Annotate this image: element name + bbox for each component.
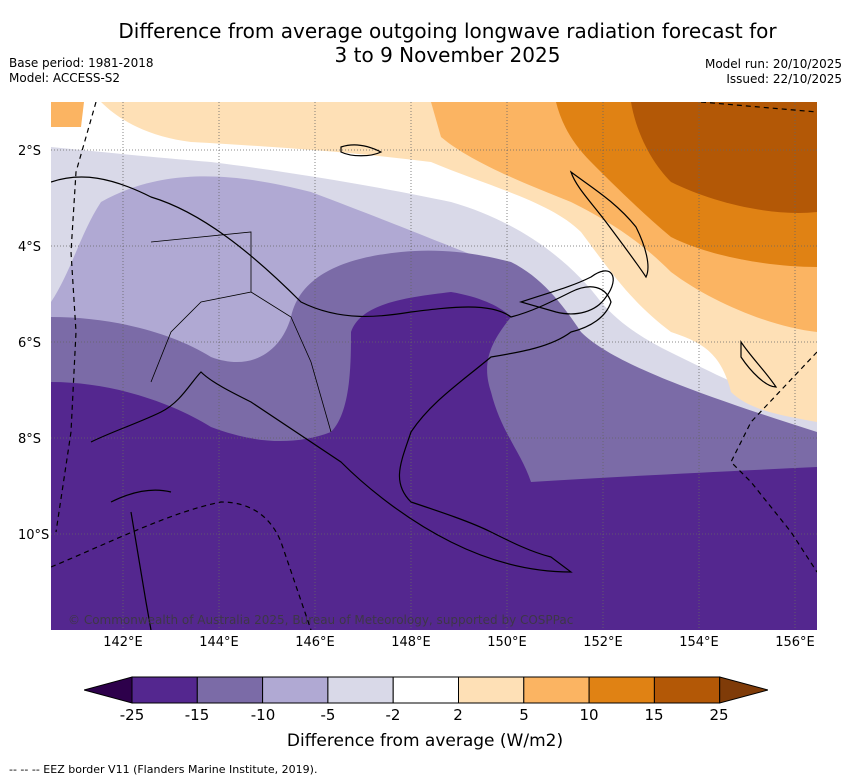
colorbar-extend-high [719, 676, 768, 704]
lon-label: 148°E [391, 635, 431, 650]
new-ireland-coast [569, 170, 649, 279]
band-neg25-neg15 [51, 292, 817, 630]
colorbar-tick: 5 [519, 706, 529, 724]
colorbar-segment [653, 676, 721, 704]
colorbar-segment [523, 676, 590, 704]
map-title: Difference from average outgoing longwav… [95, 19, 800, 67]
colorbar-segment [588, 676, 655, 704]
meta-right: Model run: 20/10/2025 Issued: 22/10/2025 [705, 57, 842, 87]
colorbar-tick: -2 [385, 706, 401, 724]
lon-label: 144°E [199, 635, 239, 650]
colorbar [84, 676, 768, 704]
title-line-2: 3 to 9 November 2025 [334, 43, 561, 67]
province-borders [150, 231, 332, 433]
lon-label: 146°E [295, 635, 335, 650]
issued-date: Issued: 22/10/2025 [726, 72, 842, 86]
eez-footnote: -- -- -- EEZ border V11 (Flanders Marine… [9, 763, 318, 776]
colorbar-tick: -15 [184, 706, 210, 724]
colorbar-extend-low [84, 676, 133, 704]
lon-label: 152°E [583, 635, 623, 650]
lat-label: 4°S [18, 240, 42, 255]
colorbar-tick: 25 [709, 706, 729, 724]
colorbar-title: Difference from average (W/m2) [286, 731, 564, 751]
new-guinea-coast [51, 176, 612, 573]
bougainville-coast [740, 340, 778, 388]
colorbar-tick: -5 [320, 706, 336, 724]
band-5-10-west [51, 102, 84, 127]
lon-label: 156°E [775, 635, 815, 650]
colorbar-segment [458, 676, 525, 704]
colorbar-segment [262, 676, 329, 704]
admiralty-islands [340, 144, 383, 157]
colorbar-tick: -10 [250, 706, 276, 724]
colorbar-segment [392, 676, 460, 704]
title-line-1: Difference from average outgoing longwav… [118, 19, 777, 43]
cape-york-coast [110, 489, 172, 630]
colorbar-segment [131, 676, 198, 704]
colorbar-tick: -25 [119, 706, 145, 724]
forecast-map [51, 102, 817, 630]
lon-label: 150°E [487, 635, 527, 650]
colorbar-segment [327, 676, 394, 704]
colorbar-tick: 2 [453, 706, 463, 724]
grid-lines [51, 102, 817, 630]
map-copyright: © Commonwealth of Australia 2025, Bureau… [68, 613, 574, 627]
colorbar-segment [196, 676, 264, 704]
colorbar-tick: 10 [579, 706, 599, 724]
base-period: Base period: 1981-2018 [9, 56, 154, 70]
eez-border [51, 102, 817, 630]
new-britain-coast [518, 270, 614, 315]
lat-label: 10°S [18, 528, 50, 543]
model-name: Model: ACCESS-S2 [9, 71, 121, 85]
lon-label: 142°E [103, 635, 143, 650]
colorbar-tick: 15 [644, 706, 664, 724]
lon-label: 154°E [679, 635, 719, 650]
lat-label: 6°S [18, 336, 42, 351]
model-run: Model run: 20/10/2025 [704, 57, 842, 71]
lat-label: 8°S [18, 432, 42, 447]
meta-left: Base period: 1981-2018 Model: ACCESS-S2 [9, 56, 154, 86]
band-15-25 [631, 102, 817, 213]
lat-label: 2°S [18, 144, 42, 159]
coastlines [51, 144, 778, 630]
